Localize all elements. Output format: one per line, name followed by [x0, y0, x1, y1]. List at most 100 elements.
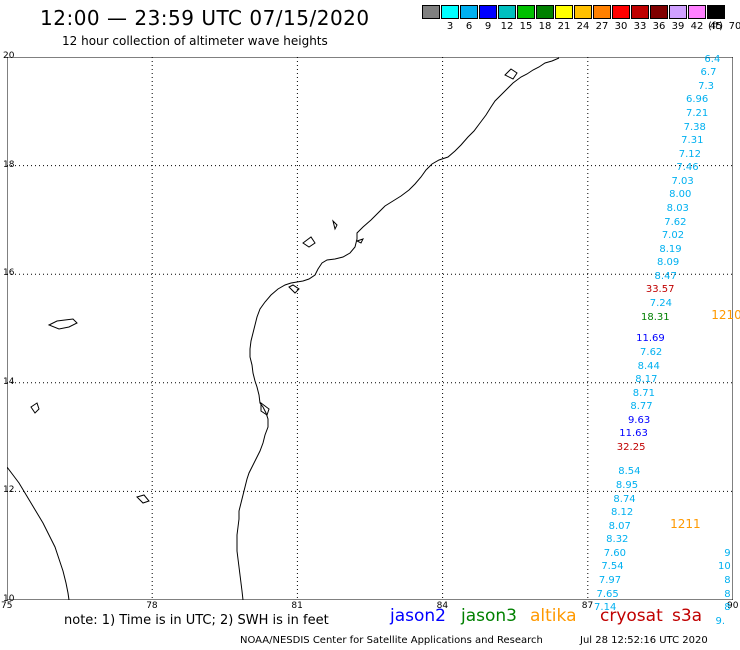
wave-height-value: 7.60	[603, 547, 626, 559]
wave-height-value: 7.46	[676, 162, 699, 174]
wave-height-value: 9.	[715, 615, 726, 627]
latitude-label: 14	[3, 376, 15, 387]
wave-height-value: 7.02	[661, 230, 685, 242]
legend-label: 6	[465, 21, 473, 32]
wave-height-value: 7.24	[649, 298, 672, 310]
legend-swatch	[536, 5, 554, 19]
satellite-name: cryosat	[600, 606, 663, 626]
legend-label: 45	[709, 21, 723, 32]
wave-height-value: 8.12	[611, 507, 634, 519]
wave-height-value: 11.69	[636, 333, 665, 345]
legend-swatch	[555, 5, 573, 19]
footer-timestamp: Jul 28 12:52:16 UTC 2020	[580, 635, 708, 646]
wave-height-value: 7.12	[678, 148, 702, 160]
wave-height-value: 6.96	[686, 94, 709, 106]
legend-label: 24	[576, 21, 590, 32]
latitude-label: 20	[3, 51, 15, 61]
legend-swatch	[707, 5, 725, 19]
delta-3	[504, 68, 518, 80]
legend-swatch	[479, 5, 497, 19]
legend-label: 9	[484, 21, 492, 32]
wave-height-value: 10	[717, 561, 731, 573]
wave-height-value: 9	[724, 547, 731, 559]
satellite-name: jason2	[390, 606, 446, 626]
map-subtitle: 12 hour collection of altimeter wave hei…	[62, 34, 328, 48]
delta-2	[260, 402, 270, 416]
wave-height-value: 7.54	[601, 561, 624, 573]
satellite-name: jason3	[461, 606, 517, 626]
wave-height-value: 8	[724, 602, 731, 614]
wave-height-value: 8	[724, 574, 731, 586]
wave-height-value: 32.25	[616, 441, 646, 453]
island-5	[332, 219, 338, 231]
legend-swatch	[574, 5, 592, 19]
wave-height-value: 7.65	[596, 588, 619, 600]
wave-height-value: 8.03	[666, 203, 689, 215]
legend-unit: (ft)	[708, 21, 724, 32]
wave-height-value: 8.71	[632, 387, 656, 399]
wave-height-value: 7.14	[594, 602, 617, 614]
wave-height-value: 7.97	[598, 574, 622, 586]
longitude-label: 84	[436, 601, 449, 611]
wave-height-value: 7.38	[683, 121, 706, 133]
wave-height-value: 6.7	[700, 67, 717, 79]
legend-swatch	[441, 5, 459, 19]
map-canvas	[7, 57, 733, 600]
wave-height-value: 11.63	[619, 428, 648, 440]
wave-height-value: 7.3	[698, 80, 715, 92]
wave-height-value: 8.07	[608, 520, 631, 532]
wave-height-value: 8.54	[618, 466, 641, 478]
wave-height-value: 8.74	[613, 493, 636, 505]
wave-height-value: 8.00	[669, 189, 692, 201]
island-4	[302, 236, 316, 248]
wave-height-value: 6.4	[704, 53, 721, 65]
wave-height-value: 7.62	[640, 346, 663, 358]
satellite-name: s3a	[672, 606, 703, 626]
graticule	[7, 57, 733, 600]
legend-label: 18	[538, 21, 552, 32]
wave-height-value: 33.57	[645, 284, 675, 296]
legend-label: 30	[614, 21, 628, 32]
wave-height-value: 8.44	[637, 360, 660, 372]
legend-label: 70	[728, 21, 740, 32]
sri-lanka-coast	[7, 466, 70, 600]
legend-swatch	[460, 5, 478, 19]
island-2	[30, 402, 40, 414]
latitude-label: 18	[3, 159, 15, 170]
legend-swatch	[422, 5, 440, 19]
longitude-label: 81	[291, 601, 303, 611]
legend-label: 15	[519, 21, 533, 32]
delta-1	[288, 284, 300, 294]
longitude-label: 87	[581, 601, 594, 611]
map-frame	[7, 57, 733, 600]
legend-label: 36	[652, 21, 666, 32]
map-title: 12:00 — 23:59 UTC 07/15/2020	[40, 6, 370, 30]
coastline	[7, 57, 560, 600]
legend-swatch	[669, 5, 687, 19]
legend-swatch	[631, 5, 649, 19]
legend-label: 42	[690, 21, 704, 32]
longitude-label: 75	[1, 601, 13, 611]
legend-label: 3	[446, 21, 454, 32]
wave-height-value: 7.31	[681, 135, 704, 147]
wave-height-value: 7.21	[686, 108, 709, 119]
legend-label: 39	[671, 21, 685, 32]
wave-height-value: 8.17	[635, 374, 658, 386]
legend-swatch	[650, 5, 668, 19]
legend-swatch	[593, 5, 611, 19]
wave-height-value: 8.32	[606, 534, 629, 546]
island-3	[136, 494, 150, 504]
legend-label: 21	[557, 21, 571, 32]
wave-height-value: 7.62	[664, 216, 687, 228]
pass-time-label: 1210	[711, 307, 740, 322]
longitude-label: 90	[727, 601, 739, 611]
satellite-name: altika	[530, 606, 577, 626]
wave-height-value: 8.95	[615, 479, 639, 491]
latitude-label: 16	[3, 268, 15, 279]
wave-height-value: 7.03	[671, 175, 694, 187]
wave-height-value: 8.77	[630, 401, 653, 413]
legend-label: 33	[633, 21, 647, 32]
legend-swatch	[688, 5, 706, 19]
footer-credit: NOAA/NESDIS Center for Satellite Applica…	[240, 635, 543, 646]
island-6	[355, 238, 364, 244]
